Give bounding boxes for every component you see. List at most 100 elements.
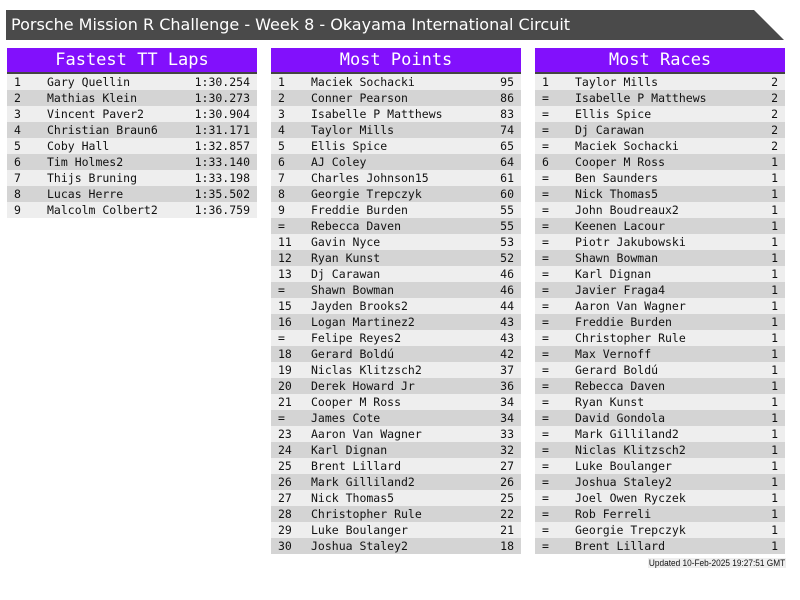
- driver-name: Tim Holmes2: [47, 155, 124, 169]
- driver-name: Vincent Paver2: [47, 107, 144, 121]
- driver-name: Shawn Bowman: [575, 251, 659, 265]
- rank: 30: [278, 539, 292, 553]
- table-row: 6 Tim Holmes2 1:33.140: [7, 154, 257, 170]
- value: 1: [771, 395, 778, 409]
- driver-name: Karl Dignan: [311, 443, 388, 457]
- table-row: 7 Thijs Bruning 1:33.198: [7, 170, 257, 186]
- driver-name: Coby Hall: [47, 139, 110, 153]
- driver-name: Brent Lillard: [575, 539, 666, 553]
- value: 42: [500, 347, 514, 361]
- rank: 4: [14, 123, 21, 137]
- table-row: = Luke Boulanger 1: [535, 458, 785, 474]
- driver-name: Max Vernoff: [575, 347, 652, 361]
- driver-name: Karl Dignan: [575, 267, 652, 281]
- driver-name: Logan Martinez2: [311, 315, 415, 329]
- value: 1:30.273: [194, 91, 250, 105]
- rank: 4: [278, 123, 285, 137]
- rank: 6: [542, 155, 549, 169]
- table-row: = Georgie Trepczyk 1: [535, 522, 785, 538]
- driver-name: AJ Coley: [311, 155, 367, 169]
- rank: 2: [14, 91, 21, 105]
- rank: 26: [278, 475, 292, 489]
- rank: =: [542, 283, 549, 297]
- value: 60: [500, 187, 514, 201]
- value: 1: [771, 235, 778, 249]
- driver-name: Ellis Spice: [311, 139, 388, 153]
- value: 43: [500, 315, 514, 329]
- value: 1:33.198: [194, 171, 250, 185]
- table-row: 27 Nick Thomas5 25: [271, 490, 521, 506]
- rank: =: [542, 171, 549, 185]
- rank: =: [542, 491, 549, 505]
- value: 1: [771, 443, 778, 457]
- driver-name: Dj Carawan: [575, 123, 645, 137]
- value: 1: [771, 251, 778, 265]
- rank: =: [542, 299, 549, 313]
- value: 1: [771, 379, 778, 393]
- value: 95: [500, 75, 514, 89]
- rank: 15: [278, 299, 292, 313]
- rank: 1: [542, 75, 549, 89]
- rank: =: [542, 315, 549, 329]
- rank: =: [542, 411, 549, 425]
- value: 46: [500, 283, 514, 297]
- driver-name: Maciek Sochacki: [575, 139, 679, 153]
- rank: =: [542, 363, 549, 377]
- table-row: = Rebecca Daven 55: [271, 218, 521, 234]
- value: 52: [500, 251, 514, 265]
- value: 1: [771, 539, 778, 553]
- driver-name: Niclas Klitzsch2: [575, 443, 686, 457]
- value: 44: [500, 299, 514, 313]
- table-row: = Maciek Sochacki 2: [535, 138, 785, 154]
- updated-timestamp: Updated 10-Feb-2025 19:27:51 GMT: [647, 558, 786, 568]
- driver-name: Brent Lillard: [311, 459, 402, 473]
- rank: =: [542, 331, 549, 345]
- rank: 6: [14, 155, 21, 169]
- value: 26: [500, 475, 514, 489]
- value: 1: [771, 283, 778, 297]
- rank: =: [278, 331, 285, 345]
- value: 1: [771, 203, 778, 217]
- table-row: = Gerard Boldú 1: [535, 362, 785, 378]
- value: 1: [771, 331, 778, 345]
- rank: =: [278, 411, 285, 425]
- driver-name: Rebecca Daven: [575, 379, 666, 393]
- table-row: = Freddie Burden 1: [535, 314, 785, 330]
- driver-name: James Cote: [311, 411, 381, 425]
- value: 64: [500, 155, 514, 169]
- value: 34: [500, 411, 514, 425]
- driver-name: Gerard Boldú: [575, 363, 659, 377]
- driver-name: Conner Pearson: [311, 91, 408, 105]
- value: 1: [771, 427, 778, 441]
- driver-name: Georgie Trepczyk: [311, 187, 422, 201]
- driver-name: Christian Braun6: [47, 123, 158, 137]
- value: 1: [771, 347, 778, 361]
- value: 1: [771, 411, 778, 425]
- driver-name: Niclas Klitzsch2: [311, 363, 422, 377]
- table-row: 29 Luke Boulanger 21: [271, 522, 521, 538]
- table-row: 24 Karl Dignan 32: [271, 442, 521, 458]
- driver-name: Malcolm Colbert2: [47, 203, 158, 217]
- table-row: = Javier Fraga4 1: [535, 282, 785, 298]
- driver-name: Luke Boulanger: [575, 459, 672, 473]
- driver-name: Ellis Spice: [575, 107, 652, 121]
- rank: 21: [278, 395, 292, 409]
- rank: =: [542, 235, 549, 249]
- rank: =: [542, 507, 549, 521]
- value: 43: [500, 331, 514, 345]
- driver-name: Freddie Burden: [311, 203, 408, 217]
- table-row: 5 Coby Hall 1:32.857: [7, 138, 257, 154]
- driver-name: Joshua Staley2: [311, 539, 408, 553]
- table-row: = Christopher Rule 1: [535, 330, 785, 346]
- value: 1: [771, 491, 778, 505]
- value: 1:32.857: [194, 139, 250, 153]
- rank: 23: [278, 427, 292, 441]
- rank: =: [278, 283, 285, 297]
- driver-name: Cooper M Ross: [311, 395, 402, 409]
- value: 53: [500, 235, 514, 249]
- table-row: = Isabelle P Matthews 2: [535, 90, 785, 106]
- rank: 18: [278, 347, 292, 361]
- driver-name: Jayden Brooks2: [311, 299, 408, 313]
- rank: 11: [278, 235, 292, 249]
- driver-name: Piotr Jakubowski: [575, 235, 686, 249]
